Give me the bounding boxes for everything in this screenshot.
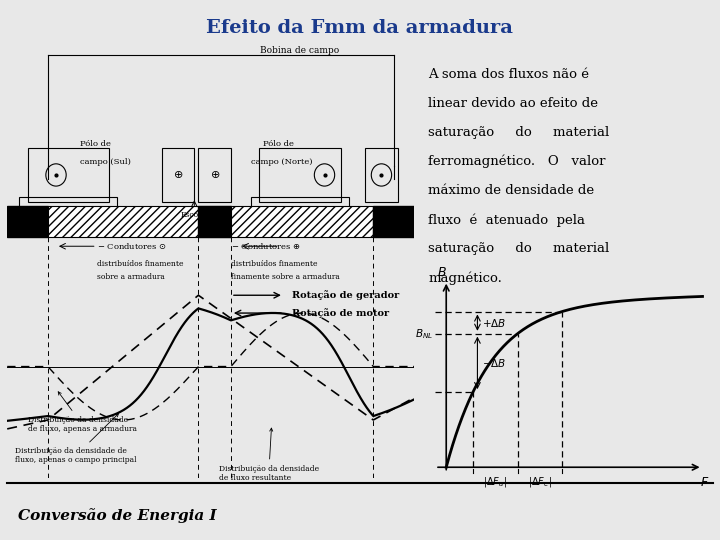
Text: distribuídos finamente: distribuídos finamente	[96, 260, 183, 268]
Bar	[7, 206, 48, 238]
Bar	[365, 148, 397, 202]
Text: sobre a armadura: sobre a armadura	[96, 273, 165, 281]
Text: $|\Delta F_a|$: $|\Delta F_a|$	[483, 475, 508, 489]
Bar	[27, 148, 109, 202]
Bar	[19, 197, 117, 220]
Text: Pólo de: Pólo de	[81, 140, 112, 148]
Bar	[231, 206, 373, 238]
Text: $B_{NL}$: $B_{NL}$	[415, 327, 433, 341]
Text: $-\Delta B$: $-\Delta B$	[482, 357, 506, 369]
Text: saturação     do     material: saturação do material	[428, 126, 610, 139]
Bar	[259, 148, 341, 202]
Text: finamente sobre a armadura: finamente sobre a armadura	[231, 273, 340, 281]
Text: $\oplus$: $\oplus$	[173, 170, 183, 180]
Text: Escova: Escova	[181, 211, 208, 219]
Bar	[48, 206, 231, 238]
Text: máximo de densidade de: máximo de densidade de	[428, 184, 595, 197]
Text: A soma dos fluxos não é: A soma dos fluxos não é	[428, 68, 590, 80]
Text: campo (Norte): campo (Norte)	[251, 158, 312, 166]
Text: Rotação de gerador: Rotação de gerador	[292, 291, 399, 300]
Bar	[251, 197, 349, 220]
Text: magnético.: magnético.	[428, 272, 503, 285]
Text: Bobina de campo: Bobina de campo	[261, 46, 340, 55]
Text: distribuídos finamente: distribuídos finamente	[231, 260, 318, 268]
Text: fluxo  é  atenuado  pela: fluxo é atenuado pela	[428, 213, 585, 227]
Text: Distribuição da densidade
de fluxo resultante: Distribuição da densidade de fluxo resul…	[219, 428, 319, 482]
Text: $-$ Condutores $\odot$: $-$ Condutores $\odot$	[96, 241, 166, 251]
Text: $F$: $F$	[700, 476, 709, 489]
Bar	[199, 206, 231, 238]
Text: Conversão de Energia I: Conversão de Energia I	[18, 508, 217, 523]
Text: $\oplus$: $\oplus$	[210, 170, 220, 180]
Bar	[199, 148, 231, 202]
Text: $-$ Condutores $\oplus$: $-$ Condutores $\oplus$	[231, 241, 301, 251]
Text: saturação     do     material: saturação do material	[428, 242, 610, 255]
Text: Distribuição da densidade
de fluxo, apenas a armadura: Distribuição da densidade de fluxo, apen…	[27, 392, 137, 433]
Text: $+\Delta B$: $+\Delta B$	[482, 316, 506, 329]
Text: Distribuição da densidade de
fluxo, apenas o campo principal: Distribuição da densidade de fluxo, apen…	[15, 414, 137, 464]
Bar	[162, 148, 194, 202]
Text: $|\Delta F_e|$: $|\Delta F_e|$	[528, 475, 552, 489]
Text: Rotação de motor: Rotação de motor	[292, 308, 389, 318]
Text: Pólo de: Pólo de	[264, 140, 294, 148]
Bar	[373, 206, 414, 238]
Text: Efeito da Fmm da armadura: Efeito da Fmm da armadura	[207, 19, 513, 37]
Text: linear devido ao efeito de: linear devido ao efeito de	[428, 97, 598, 110]
Text: campo (Sul): campo (Sul)	[81, 158, 131, 166]
Text: $B$: $B$	[437, 266, 446, 279]
Text: ferromagnético.   O   valor: ferromagnético. O valor	[428, 155, 606, 168]
